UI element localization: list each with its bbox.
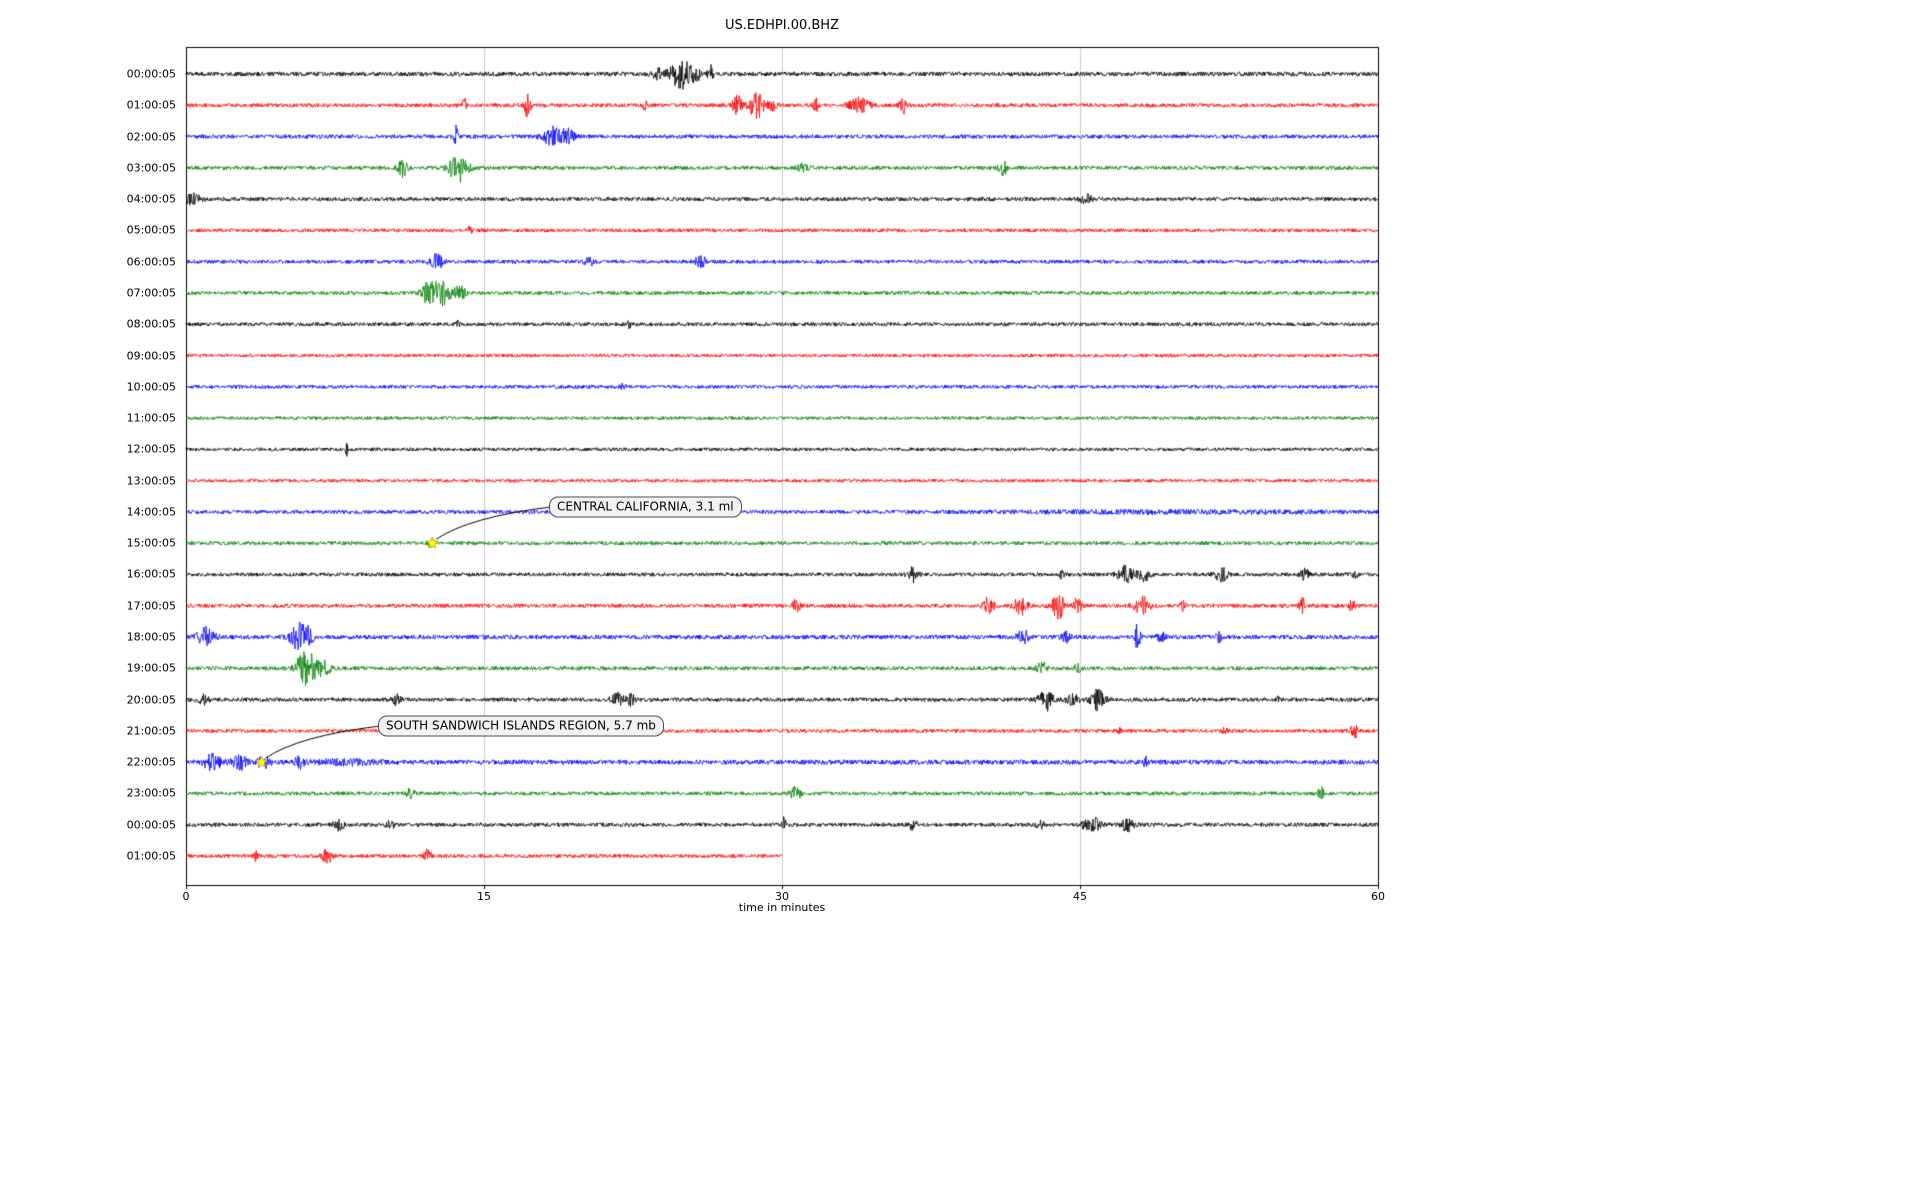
row-label: 20:00:05: [126, 693, 176, 707]
row-label: 01:00:05: [126, 98, 176, 112]
x-tick-label: 45: [1073, 890, 1087, 903]
event-annotation: CENTRAL CALIFORNIA, 3.1 ml: [549, 496, 742, 518]
row-label: 04:00:05: [126, 192, 176, 206]
x-tick-label: 0: [182, 890, 190, 903]
row-label: 09:00:05: [126, 349, 176, 363]
row-label: 18:00:05: [126, 630, 176, 644]
row-label: 07:00:05: [126, 286, 176, 300]
row-label: 00:00:05: [126, 67, 176, 81]
row-label: 22:00:05: [126, 755, 176, 769]
row-label: 17:00:05: [126, 599, 176, 613]
event-annotation: SOUTH SANDWICH ISLANDS REGION, 5.7 mb: [378, 715, 664, 737]
row-label: 11:00:05: [126, 411, 176, 425]
x-tick-label: 60: [1371, 890, 1385, 903]
row-label: 06:00:05: [126, 255, 176, 269]
row-label: 12:00:05: [126, 442, 176, 456]
row-label: 13:00:05: [126, 474, 176, 488]
row-label: 16:00:05: [126, 567, 176, 581]
row-label: 03:00:05: [126, 161, 176, 175]
row-label: 08:00:05: [126, 317, 176, 331]
row-label: 05:00:05: [126, 223, 176, 237]
row-label: 23:00:05: [126, 786, 176, 800]
row-label: 10:00:05: [126, 380, 176, 394]
row-label: 01:00:05: [126, 849, 176, 863]
row-label: 15:00:05: [126, 536, 176, 550]
x-tick-label: 15: [477, 890, 491, 903]
row-label: 19:00:05: [126, 661, 176, 675]
row-label: 21:00:05: [126, 724, 176, 738]
row-label: 00:00:05: [126, 818, 176, 832]
x-tick-label: 30: [775, 890, 789, 903]
row-label: 14:00:05: [126, 505, 176, 519]
x-axis-label: time in minutes: [738, 901, 826, 914]
row-label: 02:00:05: [126, 130, 176, 144]
